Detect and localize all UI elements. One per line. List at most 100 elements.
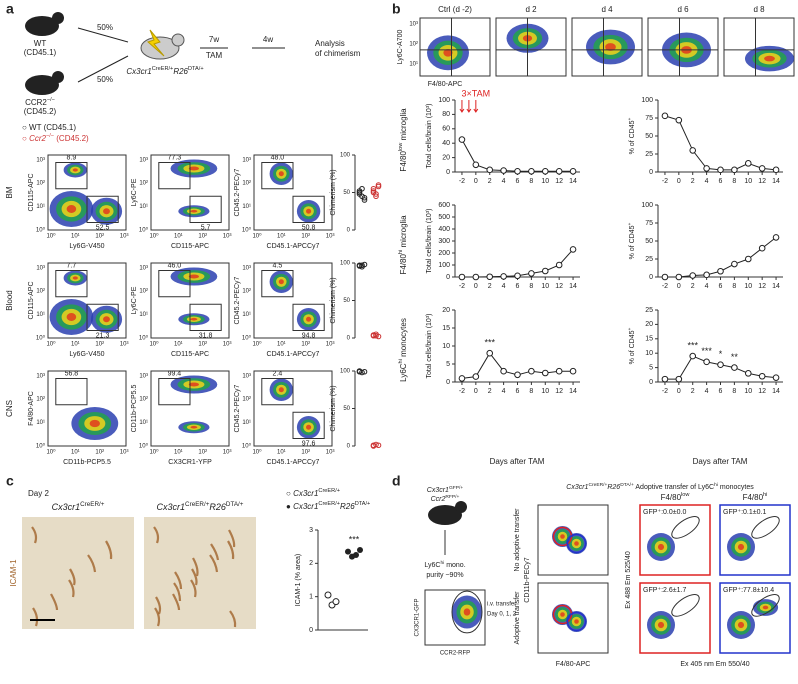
significance: *** [701,346,712,356]
tam-arrow [466,100,472,113]
text-part: F4/80 [399,254,408,275]
density [463,608,471,616]
tick-label: 10⁰ [36,335,46,342]
text-part: Cx3cr1 [293,502,318,511]
density [762,605,769,610]
dot [373,332,379,339]
label: Cx3cr1CreER/+R26DTA/+ [157,501,244,512]
tick-label: 8 [732,178,736,185]
label: % of CD45+ [628,328,636,365]
stain [153,526,160,544]
tick-label: 10⁰ [242,227,252,234]
text-part: CreER/+ [318,488,340,494]
tick-label: 4 [705,388,709,395]
tick-label: 14 [569,283,577,290]
stain [192,557,199,577]
tick-label: 20 [442,307,450,314]
text-part: Cx3cr1 [427,487,449,494]
text-part: CreER/+ [80,501,105,508]
text-part: low [398,142,404,151]
stain [69,568,76,586]
stain [32,607,39,627]
stain [227,540,235,560]
plot-frame [47,370,127,447]
dot [458,273,466,281]
text-part: hi [714,482,718,488]
label: Total cells/brain (10³) [426,314,433,379]
dot [555,367,563,375]
plot-frame [639,504,711,576]
label: Ex 488 Em 525/40 [625,551,632,609]
label: 7.7 [67,262,77,269]
text-part: hi [440,560,444,566]
text-part: Total cells/brain (10³) [426,104,433,169]
tick-label: 6 [516,178,520,185]
density [89,419,100,428]
tick-label: 4 [502,178,506,185]
tick-label: 2 [691,178,695,185]
tick-label: 6 [719,388,723,395]
dot [689,147,697,154]
dot [486,349,494,357]
tick-label: 10³ [36,373,45,379]
tick-label: 14 [569,178,577,185]
tick-label: 20 [645,321,653,328]
tick-label: 100 [340,369,351,375]
tick-label: 0 [474,283,478,290]
stain [174,571,183,590]
tick-label: 0 [309,627,313,634]
tick-label: 10³ [242,373,251,379]
text-part: Cx3cr1 [52,502,81,512]
label: GFP⁺:77.8±10.4 [723,587,774,594]
text-part: CreER/+ [588,482,607,488]
tick-label: 10¹ [71,342,80,348]
text-part: R26 [209,502,226,512]
text-part: (CD45.2) [54,134,89,143]
tick-label: 10² [139,397,148,403]
label: 3×TAM [462,88,491,98]
tick-label: 100 [340,153,351,159]
dot [555,167,563,175]
label: Ly6C-A700 [397,30,404,65]
label: F4/80low microglia [398,108,408,172]
label: Total cells/brain (10³) [426,104,433,169]
tick-label: 0 [649,274,653,281]
label: CCR2-RFP [440,651,470,657]
tick-label: 10⁰ [36,443,46,450]
density [737,543,745,551]
text-part: R26 [173,67,188,76]
label: 8.9 [67,154,77,161]
tick-label: 10 [744,388,752,395]
dot [370,189,377,196]
density [278,171,284,177]
dot [458,136,466,143]
label: Chimerism (%) [330,277,337,323]
dot [758,372,766,380]
gate [261,270,294,298]
plot-frame [424,589,486,646]
label: Ly6C-PE [131,178,138,206]
dot [357,547,363,553]
dot [500,273,507,280]
text-part: Cx3cr1 [566,484,588,491]
tick-label: 10⁰ [149,233,159,240]
dot [675,273,683,281]
tick-label: 100 [641,97,653,104]
text-part: microglia [399,108,408,143]
tick-label: 10¹ [174,342,183,348]
tick-label: 12 [555,283,563,290]
tick-label: 80 [442,111,450,118]
tick-label: -2 [662,178,668,185]
density [737,621,745,629]
tick-label: 25 [645,307,653,314]
tick-label: 50 [645,133,653,140]
panel-label: c [6,473,14,489]
tick-label: 10³ [120,342,129,348]
dot [486,166,494,174]
label: 52.5 [96,225,110,232]
tick-label: 8 [732,283,736,290]
text-part: DTA/+ [226,501,244,508]
tick-label: 10⁰ [252,449,262,456]
label: Chimerism (%) [330,169,337,215]
tick-label: 12 [555,178,563,185]
